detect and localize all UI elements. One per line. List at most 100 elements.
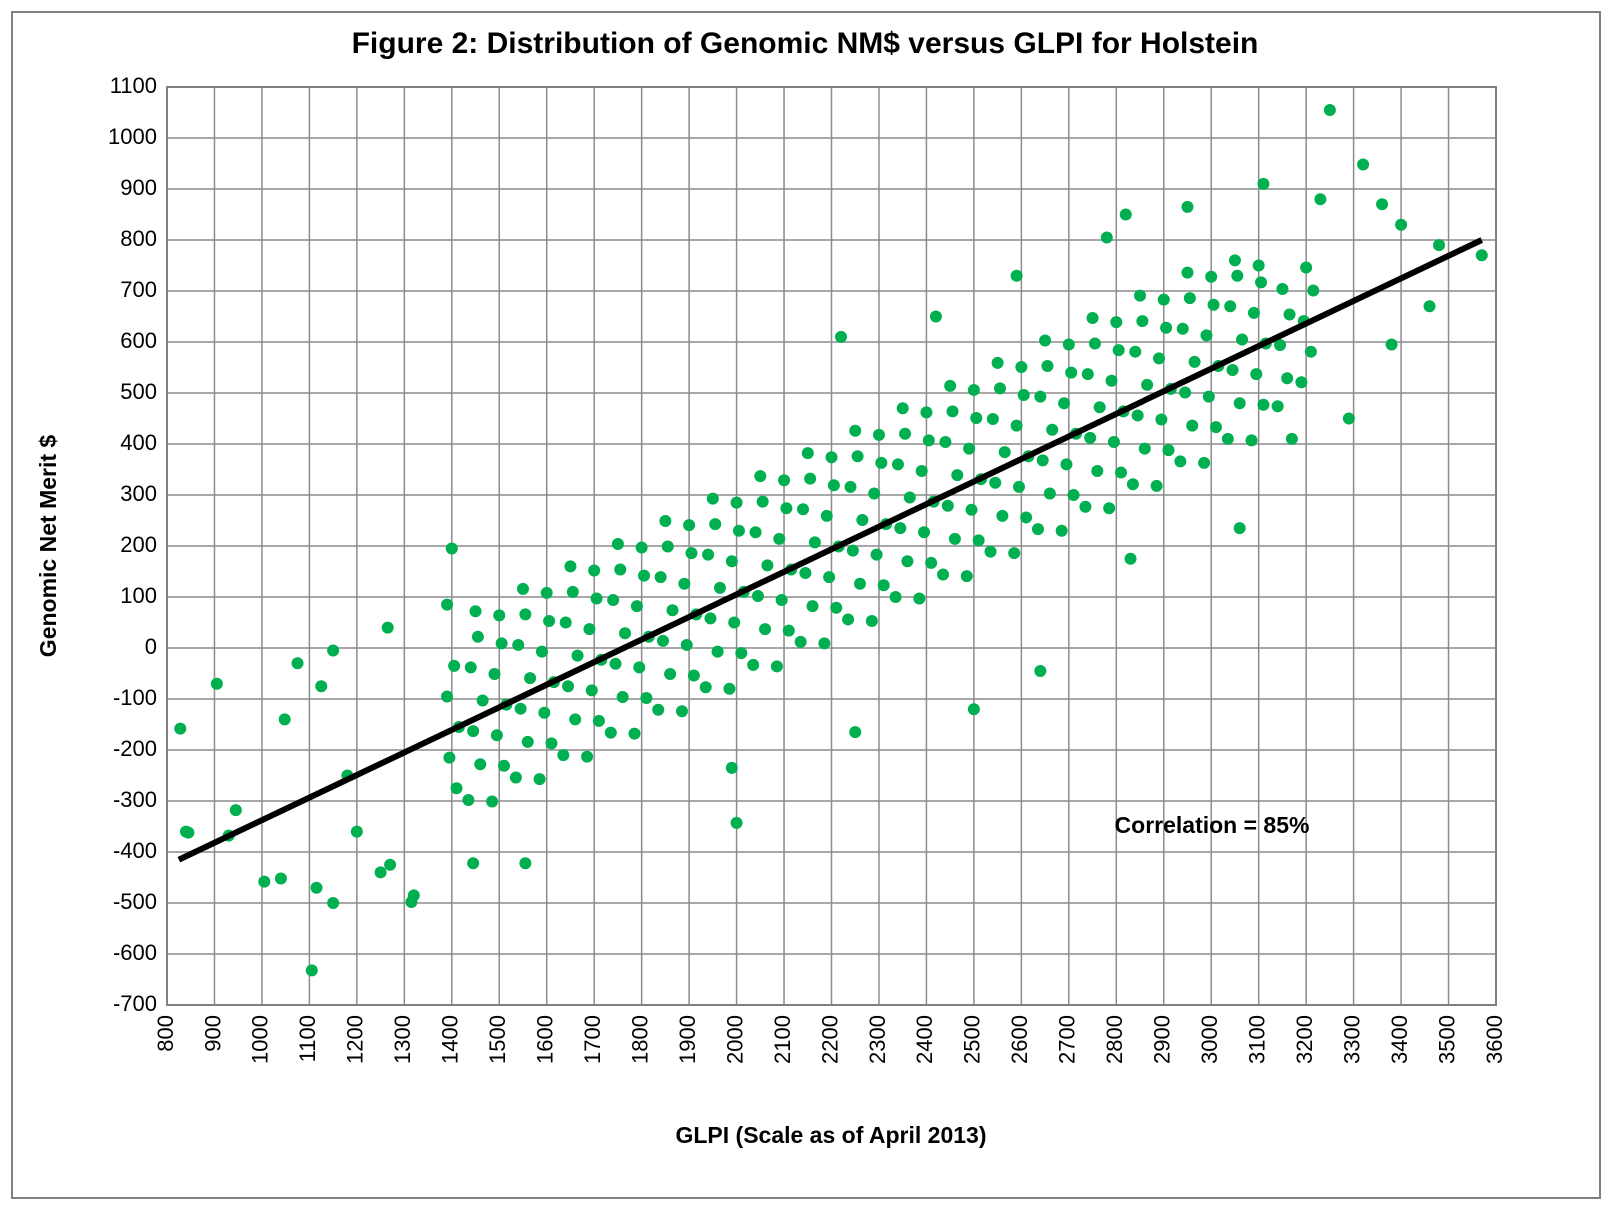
- scatter-point: [775, 594, 788, 607]
- scatter-point: [1162, 444, 1175, 457]
- scatter-point: [450, 782, 463, 795]
- scatter-point: [1174, 455, 1187, 468]
- scatter-point: [1105, 374, 1118, 387]
- scatter-point: [659, 515, 672, 528]
- scatter-point: [683, 519, 696, 532]
- scatter-point: [1205, 270, 1218, 283]
- x-tick-label: 2900: [1150, 1015, 1175, 1064]
- scatter-point: [711, 645, 724, 658]
- y-tick-label: 600: [120, 328, 157, 353]
- scatter-point: [327, 644, 340, 657]
- scatter-point: [1233, 397, 1246, 410]
- scatter-point: [780, 502, 793, 515]
- scatter-point: [583, 623, 596, 636]
- scatter-point: [735, 647, 748, 660]
- scatter-point: [1136, 315, 1149, 328]
- scatter-point: [1281, 372, 1294, 385]
- scatter-point: [1041, 359, 1054, 372]
- scatter-point: [374, 866, 387, 879]
- x-tick-label: 1700: [580, 1015, 605, 1064]
- y-tick-label: 400: [120, 430, 157, 455]
- scatter-point: [464, 661, 477, 674]
- scatter-point: [823, 571, 836, 584]
- scatter-point: [664, 668, 677, 681]
- scatter-point: [291, 657, 304, 670]
- scatter-point: [702, 548, 715, 561]
- y-tick-label: -300: [113, 787, 157, 812]
- x-tick-label: 3100: [1244, 1015, 1269, 1064]
- scatter-point: [1181, 266, 1194, 279]
- scatter-point: [1036, 454, 1049, 467]
- scatter-point: [1112, 344, 1125, 357]
- chart-title: Figure 2: Distribution of Genomic NM$ ve…: [352, 27, 1259, 60]
- scatter-point: [1031, 523, 1044, 536]
- scatter-point: [730, 816, 743, 829]
- scatter-point: [872, 428, 885, 441]
- x-tick-label: 2000: [722, 1015, 747, 1064]
- scatter-point: [946, 405, 959, 418]
- x-axis-label: GLPI (Scale as of April 2013): [675, 1122, 986, 1148]
- scatter-point: [490, 729, 503, 742]
- scatter-point: [1081, 368, 1094, 381]
- scatter-point: [709, 518, 722, 531]
- scatter-point: [877, 579, 890, 592]
- scatter-point: [849, 726, 862, 739]
- x-tick-label: 3000: [1197, 1015, 1222, 1064]
- scatter-point: [967, 383, 980, 396]
- scatter-point: [1295, 376, 1308, 389]
- scatter-point: [687, 669, 700, 682]
- scatter-point: [1188, 355, 1201, 368]
- x-tick-label: 2600: [1007, 1015, 1032, 1064]
- annotation: Correlation = 85%: [1115, 812, 1310, 838]
- scatter-point: [1046, 423, 1059, 436]
- scatter-point: [1274, 339, 1287, 352]
- scatter-point: [441, 598, 454, 611]
- scatter-point: [443, 751, 456, 764]
- scatter-point: [1323, 103, 1336, 116]
- scatter-point: [749, 526, 762, 539]
- scatter-point: [967, 703, 980, 716]
- x-tick-label: 1000: [248, 1015, 273, 1064]
- scatter-point: [1058, 397, 1071, 410]
- scatter-point: [488, 668, 501, 681]
- scatter-point: [638, 569, 651, 582]
- scatter-point: [486, 795, 499, 808]
- scatter-point: [756, 495, 769, 508]
- scatter-point: [497, 759, 510, 772]
- scatter-point: [1207, 298, 1220, 311]
- scatter-point: [1124, 552, 1137, 565]
- scatter-point: [592, 714, 605, 727]
- scatter-point: [1141, 378, 1154, 391]
- scatter-point: [274, 872, 287, 885]
- scatter-point: [521, 735, 534, 748]
- scatter-point: [993, 382, 1006, 395]
- scatter-point: [1034, 390, 1047, 403]
- scatter-point: [607, 594, 620, 607]
- scatter-point: [728, 616, 741, 629]
- x-tick-label: 1400: [438, 1015, 463, 1064]
- trend-line: [177, 237, 1484, 863]
- scatter-point: [1183, 292, 1196, 305]
- scatter-point: [1093, 401, 1106, 414]
- scatter-point: [1084, 431, 1097, 444]
- scatter-point: [569, 713, 582, 726]
- scatter-point: [1376, 198, 1389, 211]
- scatter-point: [875, 456, 888, 469]
- scatter-point: [1423, 300, 1436, 313]
- scatter-point: [751, 589, 764, 602]
- scatter-point: [1186, 419, 1199, 432]
- y-tick-label: -100: [113, 685, 157, 710]
- scatter-point: [889, 591, 902, 603]
- scatter-point: [533, 773, 546, 786]
- scatter-point: [998, 446, 1011, 459]
- scatter-point: [493, 609, 506, 622]
- scatter-point: [699, 681, 712, 694]
- scatter-point: [1475, 249, 1488, 262]
- scatter-point: [562, 680, 575, 693]
- x-tick-label: 2400: [912, 1015, 937, 1064]
- x-tick-label: 3400: [1387, 1015, 1412, 1064]
- x-tick-label: 1300: [390, 1015, 415, 1064]
- scatter-point: [640, 691, 653, 704]
- scatter-point: [849, 424, 862, 437]
- scatter-point: [1010, 269, 1023, 282]
